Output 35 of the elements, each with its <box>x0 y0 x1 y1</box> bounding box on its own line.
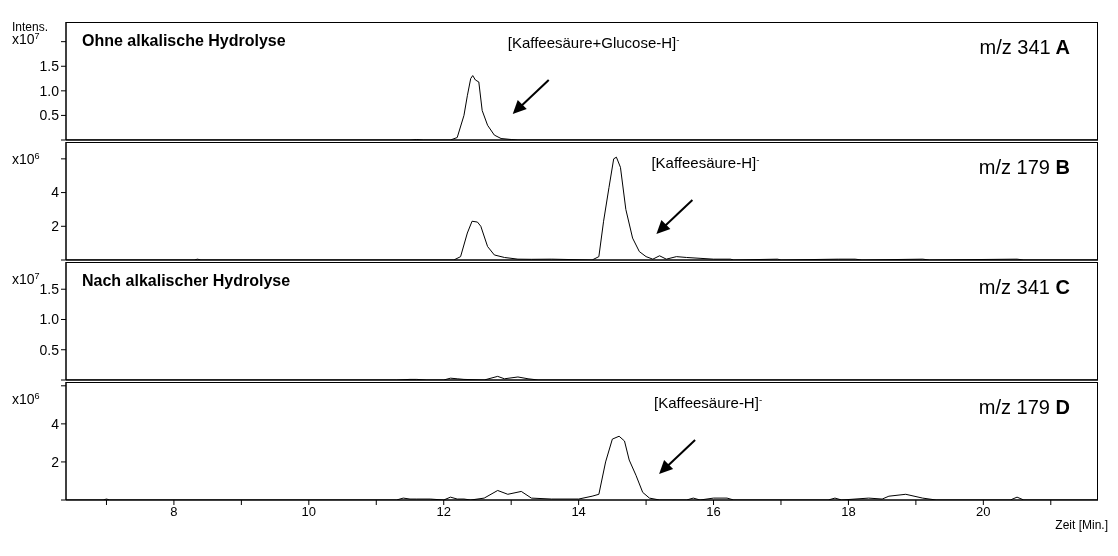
annotation: C <box>1050 276 1070 298</box>
y-tick-label: 4 <box>51 184 60 201</box>
annotation: m/z 179 <box>978 396 1050 418</box>
x-tick-label: 12 <box>436 504 451 520</box>
x-axis-title: Zeit [Min.] <box>1055 518 1108 532</box>
text: Ohne alkalische Hydrolyse <box>82 32 286 49</box>
y-axis-title: x10$^{7}$ <box>12 271 40 287</box>
y-tick-label: 1.5 <box>39 58 60 75</box>
annotation: [Kaffeesäure+Glucose-H]$^{-}$ <box>507 33 680 51</box>
y-tick-label: 1.0 <box>39 82 60 99</box>
y-tick-label: 0.5 <box>39 341 60 358</box>
x-tick-label: 16 <box>706 504 721 520</box>
x-tick-label: 20 <box>976 504 991 520</box>
y-tick-label: 2 <box>51 453 60 470</box>
annotation: A <box>1050 36 1070 58</box>
annotation: m/z 341 <box>979 36 1051 58</box>
annotation: m/z 179 <box>978 156 1050 178</box>
annotation: B <box>1050 156 1070 178</box>
x-tick-label: 10 <box>301 504 317 520</box>
y-tick-label: 1.0 <box>39 311 60 328</box>
text: Nach alkalischer Hydrolyse <box>82 272 291 289</box>
x-tick-label: 14 <box>571 504 586 520</box>
y-axis-title: Intens. x10$^{7}$ <box>12 20 49 47</box>
x-tick-label: 18 <box>841 504 856 520</box>
annotation: [Kaffeesäure-H]$^{-}$ <box>651 153 760 171</box>
y-tick-label: 4 <box>51 415 60 432</box>
y-axis-title: x10$^{6}$ <box>12 151 40 167</box>
annotation: m/z 341 <box>978 276 1050 298</box>
y-tick-label: 1.5 <box>39 281 60 298</box>
x-tick-label: 8 <box>170 504 178 520</box>
annotation: [Kaffeesäure-H]$^{-}$ <box>654 393 763 411</box>
annotation: D <box>1050 396 1070 418</box>
y-tick-label: 2 <box>51 218 60 235</box>
y-axis-title: x10$^{6}$ <box>12 391 40 407</box>
y-tick-label: 0.5 <box>39 107 60 124</box>
